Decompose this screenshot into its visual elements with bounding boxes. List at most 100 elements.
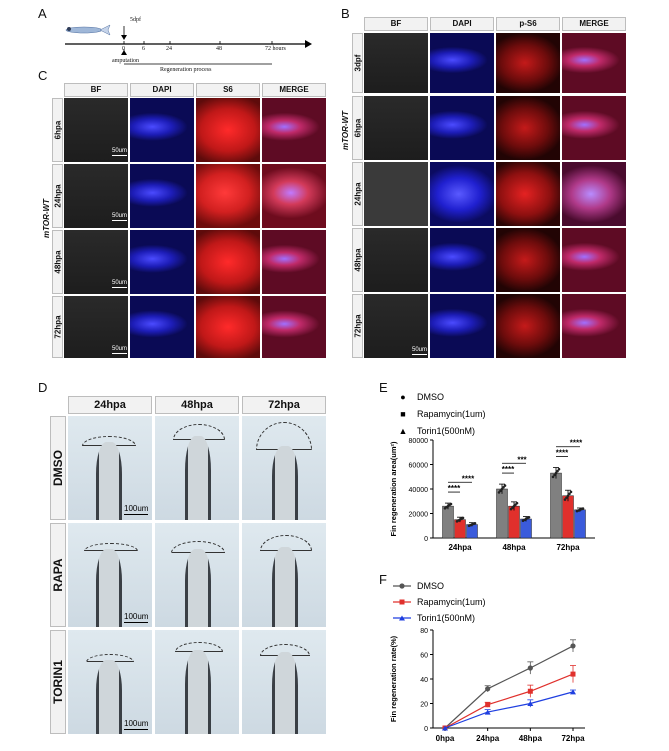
f-y-axis-label: Fin regeneration rate(%): [389, 635, 398, 722]
f-xtick-label-1: 24hpa: [476, 734, 500, 743]
panel-letter-b: B: [341, 6, 350, 21]
panel-letter-e: E: [379, 380, 388, 395]
timeline-process-label: Regeneration process: [160, 67, 212, 73]
f-ytick-label-3: 60: [420, 653, 428, 660]
b-tile-merge-24hpa: [562, 162, 626, 226]
e-bar-1-2: [562, 495, 574, 539]
c-tile-s6-48hpa: [196, 230, 260, 294]
d-fin-rapa-48hpa: [185, 549, 211, 627]
panel-d-row-torin1: TORIN1: [50, 630, 66, 734]
f-point-0-2: [527, 665, 533, 671]
e-sig-b-1: ***: [517, 455, 527, 464]
panel-b-row-24hpa: 24hpa: [352, 162, 363, 226]
panel-c-row-48hpa: 48hpa: [52, 230, 63, 294]
d-fin-dmso-48hpa: [185, 436, 211, 520]
e-point-2-0-4: [473, 521, 477, 525]
e-point-1-2-3: [568, 492, 571, 496]
f-point-2-3: [570, 689, 576, 695]
e-point-1-0-4: [461, 516, 465, 520]
chart-f: DMSO Rapamycin(1um) Torin1(500nM) 0 20 40 60 80…: [389, 581, 585, 743]
d-tile-dmso-24hpa: [68, 416, 152, 520]
e-point-0-2-0: [551, 475, 555, 479]
e-point-0-2-3: [556, 469, 559, 473]
legend-label-f-0: DMSO: [417, 581, 444, 591]
legend-label-f-1: Rapamycin(1um): [417, 597, 486, 607]
legend-marker-f-1: [399, 599, 405, 605]
e-point-0-2-4: [557, 467, 561, 471]
e-sig-a-0: ****: [448, 484, 461, 493]
c-scale-bar-6hpa: 50um: [112, 148, 128, 156]
panel-d-row-rapa: RAPA: [50, 523, 66, 627]
e-bar-0-2: [550, 472, 562, 539]
b-tile-merge-3dpf: [562, 33, 626, 93]
d-fin-torin1-72hpa: [272, 652, 298, 734]
b-tile-merge-48hpa: [562, 228, 626, 292]
panel-b-side-label: mTOR-WT: [341, 111, 350, 150]
legend-marker-e-1: ■: [400, 409, 405, 419]
panel-b-row-48hpa: 48hpa: [352, 228, 363, 292]
panel-b-row-72hpa: 72hpa: [352, 294, 363, 358]
e-point-0-1-2: [500, 487, 504, 491]
e-bar-2-2: [574, 509, 586, 539]
b-tile-ps6-72hpa: [496, 294, 560, 358]
e-y-axis-label: Fin regeneration area(um²): [389, 441, 398, 537]
panel-c-row-24hpa: 24hpa: [52, 164, 63, 228]
b-tile-dapi-24hpa: [430, 162, 494, 226]
e-point-0-1-0: [497, 491, 501, 494]
e-point-1-1-4: [515, 501, 519, 505]
legend-marker-f-2: [399, 615, 405, 621]
timeline-tick-0: 0: [122, 46, 125, 52]
e-point-1-2-2: [566, 494, 570, 498]
c-tile-dapi-6hpa: [130, 98, 194, 162]
panel-letter-a: A: [38, 6, 47, 21]
f-xtick-label-0: 0hpa: [436, 734, 455, 743]
panel-c-side-label: mTOR-WT: [42, 199, 51, 238]
d-tile-rapa-48hpa: [155, 523, 239, 627]
panel-d-col-72hpa: 72hpa: [242, 396, 326, 414]
arrow-up-icon: [121, 50, 127, 55]
d-tile-rapa-72hpa: [242, 523, 326, 627]
e-xtick-label-0: 24hpa: [448, 543, 472, 552]
panel-letter-c: C: [38, 68, 48, 83]
b-tile-bf-48hpa: [364, 228, 428, 292]
b-tile-ps6-3dpf: [496, 33, 560, 93]
c-tile-s6-24hpa: [196, 164, 260, 228]
c-tile-bf-48hpa: [64, 230, 128, 294]
d-scale-bar-rapa: 100um: [124, 612, 149, 623]
b-tile-ps6-48hpa: [496, 228, 560, 292]
panel-b-col-bf: BF: [364, 17, 428, 31]
c-tile-dapi-48hpa: [130, 230, 194, 294]
e-sig-b-0: ****: [462, 474, 475, 483]
panel-b-col-merge: MERGE: [562, 17, 626, 31]
e-bar-2-1: [520, 518, 532, 539]
panel-d-col-48hpa: 48hpa: [155, 396, 239, 414]
legend-label-e-1: Rapamycin(1um): [417, 409, 486, 419]
d-tile-dmso-48hpa: [155, 416, 239, 520]
f-ytick-label-1: 20: [420, 702, 428, 709]
panel-b-col-dapi: DAPI: [430, 17, 494, 31]
chart-e: ● DMSO ■ Rapamycin(1um) ▲ Torin1(500nM) 0 20000…: [389, 392, 595, 552]
e-point-0-1-3: [502, 485, 505, 489]
c-tile-bf-72hpa: [64, 296, 128, 358]
panel-c-row-72hpa: 72hpa: [52, 296, 63, 358]
legend-marker-e-2: ▲: [399, 426, 408, 436]
b-tile-ps6-6hpa: [496, 96, 560, 160]
f-series-line-1: [444, 673, 574, 729]
d-tile-torin1-72hpa: [242, 630, 326, 734]
d-fin-dmso-72hpa: [272, 446, 298, 520]
f-ytick-label-2: 40: [420, 677, 428, 684]
b-tile-bf-72hpa: [364, 294, 428, 358]
e-point-0-2-2: [554, 471, 558, 475]
d-tile-torin1-48hpa: [155, 630, 239, 734]
c-tile-merge-72hpa: [262, 296, 326, 358]
c-scale-bar-48hpa: 50um: [112, 280, 128, 288]
c-tile-merge-6hpa: [262, 98, 326, 162]
f-series-line-0: [444, 645, 574, 729]
d-scale-bar-torin1: 100um: [124, 719, 149, 730]
panel-c-col-merge: MERGE: [262, 83, 326, 97]
arrow-down-icon: [121, 35, 127, 40]
f-series-line-2: [444, 691, 574, 729]
c-tile-dapi-24hpa: [130, 164, 194, 228]
panel-d-col-24hpa: 24hpa: [68, 396, 152, 414]
f-point-1-2: [527, 688, 533, 694]
